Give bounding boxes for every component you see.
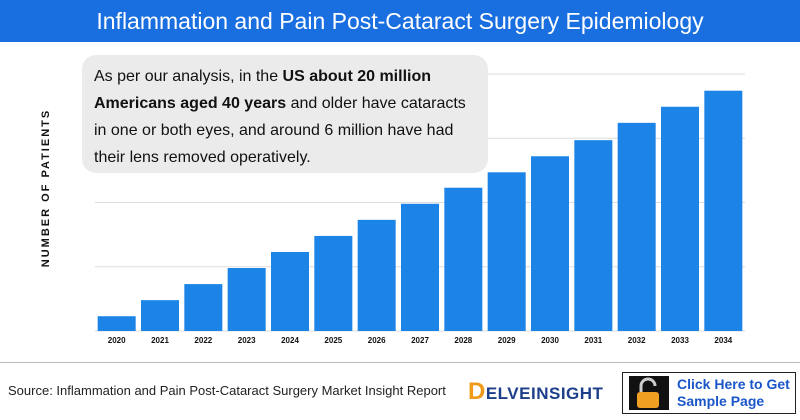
x-tick-label: 2020 <box>108 336 126 345</box>
x-tick-label: 2030 <box>541 336 559 345</box>
bar <box>227 268 266 331</box>
x-tick-label: 2034 <box>714 336 732 345</box>
annotation-text: As per our analysis, in the <box>94 68 283 85</box>
bar <box>661 106 699 331</box>
bar <box>271 251 309 331</box>
separator <box>0 362 800 363</box>
x-tick-label: 2025 <box>324 336 342 345</box>
button-text[interactable]: Click Here to Get Sample Page <box>677 376 790 409</box>
bar <box>444 187 483 331</box>
x-tick-label: 2028 <box>454 336 472 345</box>
bar <box>141 300 179 331</box>
bar <box>314 235 353 331</box>
x-tick-label: 2027 <box>411 336 429 345</box>
bar <box>531 156 569 331</box>
sample-button[interactable]: Click Here to Get Sample Page <box>622 372 796 414</box>
bar <box>184 284 223 331</box>
annotation-text: and older have cataracts in one or both … <box>94 95 466 166</box>
lock-icon <box>629 376 669 410</box>
logo: DELVEINSIGHT <box>468 378 603 406</box>
annotation: As per our analysis, in the US about 20 … <box>82 55 488 173</box>
source: Source: Inflammation and Pain Post-Catar… <box>8 383 446 398</box>
x-tick-label: 2021 <box>151 336 169 345</box>
x-tick-label: 2029 <box>498 336 516 345</box>
x-tick-label: 2031 <box>584 336 602 345</box>
logo-mark: D <box>468 378 486 405</box>
x-tick-label: 2023 <box>238 336 256 345</box>
bar <box>487 172 526 331</box>
annotation-text: US about 20 million Americans aged 40 ye… <box>94 68 432 112</box>
x-tick-label: 2026 <box>368 336 386 345</box>
x-tick-label: 2032 <box>628 336 646 345</box>
y-axis-label: NUMBER OF PATIENTS <box>40 109 52 267</box>
bar <box>97 316 136 331</box>
bar <box>357 219 396 331</box>
header: Inflammation and Pain Post-Cataract Surg… <box>0 0 800 42</box>
logo-text: ELVEINSIGHT <box>485 384 604 403</box>
bar <box>401 203 439 331</box>
bar <box>617 122 656 331</box>
bar <box>704 90 743 331</box>
x-tick-label: 2033 <box>671 336 689 345</box>
x-tick-label: 2022 <box>194 336 212 345</box>
bar <box>574 140 613 331</box>
x-tick-label: 2024 <box>281 336 299 345</box>
